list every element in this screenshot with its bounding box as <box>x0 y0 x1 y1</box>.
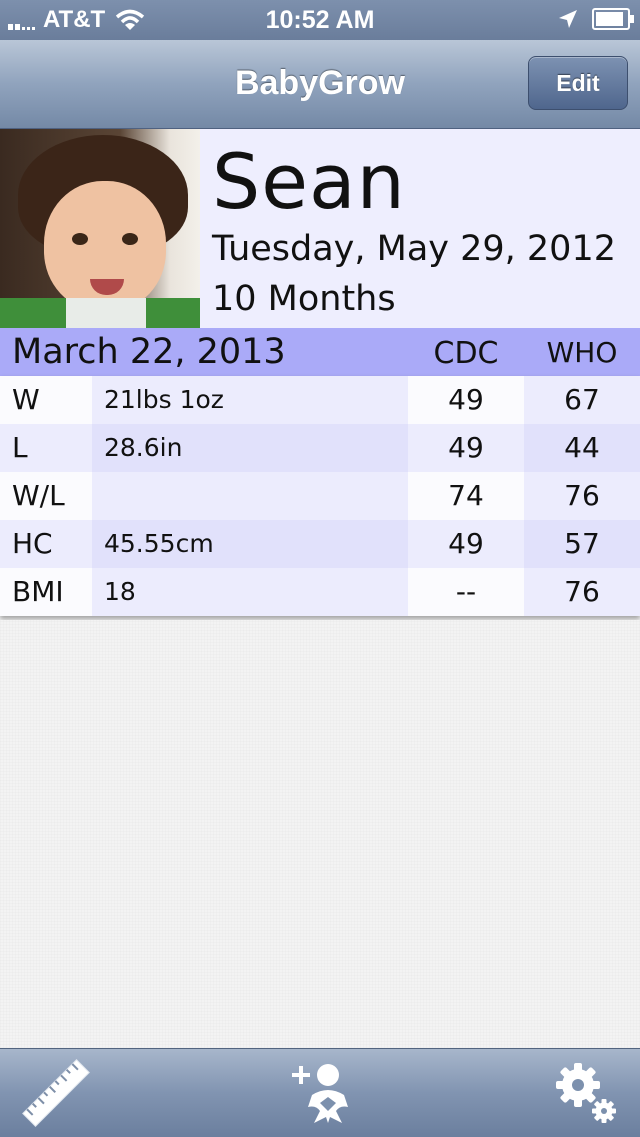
settings-button[interactable] <box>552 1059 620 1127</box>
bottom-toolbar <box>0 1048 640 1137</box>
row-label: HC <box>0 520 92 568</box>
measurements-button[interactable] <box>20 1059 92 1127</box>
wifi-icon <box>116 9 145 30</box>
navigation-bar: BabyGrow Edit <box>0 40 640 129</box>
ruler-icon <box>22 1059 90 1127</box>
measurement-date: March 22, 2013 <box>12 332 286 372</box>
row-value: 45.55cm <box>92 520 408 568</box>
table-row-head-circumference[interactable]: HC 45.55cm 49 57 <box>0 520 640 568</box>
row-who-percentile: 57 <box>524 520 640 568</box>
row-cdc-percentile: 74 <box>408 472 524 520</box>
baby-age: 10 Months <box>212 279 396 319</box>
signal-strength-icon <box>8 10 37 30</box>
table-row-weight-length[interactable]: W/L 74 76 <box>0 472 640 520</box>
table-row-bmi[interactable]: BMI 18 -- 76 <box>0 568 640 616</box>
settings-gear-icon <box>556 1063 616 1123</box>
row-value: 28.6in <box>92 424 408 472</box>
row-value: 18 <box>92 568 408 616</box>
add-baby-icon <box>292 1064 348 1123</box>
row-cdc-percentile: -- <box>408 568 524 616</box>
edit-button[interactable]: Edit <box>528 56 628 110</box>
status-right <box>558 8 634 30</box>
row-value: 21lbs 1oz <box>92 376 408 424</box>
measurement-header[interactable]: March 22, 2013 CDC WHO <box>0 328 640 376</box>
content-background <box>0 620 640 1048</box>
baby-photo[interactable] <box>0 129 200 328</box>
row-label: L <box>0 424 92 472</box>
table-row-length[interactable]: L 28.6in 49 44 <box>0 424 640 472</box>
row-label: W/L <box>0 472 92 520</box>
row-cdc-percentile: 49 <box>408 424 524 472</box>
status-left: AT&T <box>8 6 145 34</box>
row-who-percentile: 44 <box>524 424 640 472</box>
battery-icon <box>592 8 634 30</box>
row-label: BMI <box>0 568 92 616</box>
measurement-table: W 21lbs 1oz 49 67 L 28.6in 49 44 W/L 74 … <box>0 376 640 616</box>
row-cdc-percentile: 49 <box>408 520 524 568</box>
cdc-column-header: CDC <box>433 336 499 371</box>
row-who-percentile: 76 <box>524 568 640 616</box>
table-row-weight[interactable]: W 21lbs 1oz 49 67 <box>0 376 640 424</box>
app-title: BabyGrow <box>234 64 406 102</box>
row-who-percentile: 76 <box>524 472 640 520</box>
location-arrow-icon <box>559 10 577 28</box>
who-column-header: WHO <box>546 336 618 369</box>
row-cdc-percentile: 49 <box>408 376 524 424</box>
baby-profile-header: Sean Tuesday, May 29, 2012 10 Months <box>0 129 640 328</box>
status-bar: AT&T 10:52 AM <box>0 0 640 40</box>
carrier-label: AT&T <box>43 6 106 33</box>
status-time: 10:52 AM <box>265 6 375 34</box>
row-value <box>92 472 408 520</box>
baby-name: Sean <box>212 137 406 226</box>
birth-date: Tuesday, May 29, 2012 <box>212 229 616 269</box>
row-label: W <box>0 376 92 424</box>
row-who-percentile: 67 <box>524 376 640 424</box>
add-baby-button[interactable] <box>290 1059 354 1127</box>
